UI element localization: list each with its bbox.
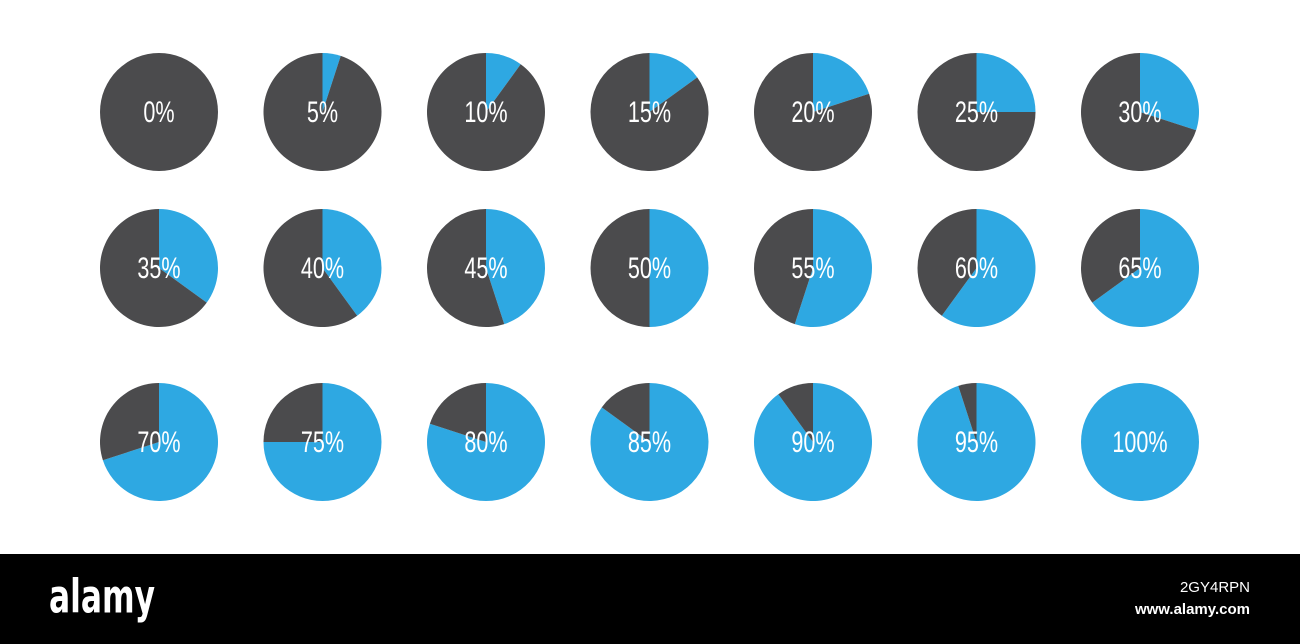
value-label: 40% (301, 250, 344, 284)
pie-slice (590, 52, 709, 171)
pie-slice (263, 52, 382, 171)
footer-bar (0, 554, 1300, 644)
pie-slice (1081, 209, 1140, 303)
pie-slice (958, 383, 977, 442)
pie-slice (159, 209, 218, 303)
pie-slice (1081, 383, 1199, 501)
footer-image-id: 2GY4RPN (1180, 579, 1250, 596)
pie-slice (426, 209, 505, 327)
pie-slice (263, 209, 358, 327)
pie-slice (917, 53, 1036, 171)
pie-slice (917, 209, 977, 316)
value-label: 35% (137, 250, 180, 284)
value-label: 0% (143, 94, 174, 128)
pie-slice (322, 209, 382, 316)
value-label: 30% (1118, 94, 1161, 128)
pie-slice (1140, 53, 1199, 131)
pie-slice (590, 209, 650, 327)
pie-slice (99, 209, 207, 328)
value-label: 50% (628, 250, 671, 284)
value-label: 95% (955, 424, 998, 458)
pie-slice (427, 53, 546, 171)
pie-slice (778, 383, 813, 442)
value-label: 70% (137, 424, 180, 458)
pie-slice (322, 53, 341, 112)
value-label: 90% (791, 424, 834, 458)
pie-slice (753, 53, 872, 171)
pie-slice (976, 53, 1036, 112)
value-label: 20% (791, 94, 834, 128)
pie-slice (100, 53, 218, 171)
value-label: 100% (1112, 424, 1167, 458)
footer-logo: alamy (49, 570, 155, 624)
pie-slice (649, 209, 709, 327)
value-label: 85% (628, 424, 671, 458)
value-label: 45% (464, 250, 507, 284)
pie-slice (426, 383, 545, 501)
pie-slice (1080, 53, 1197, 171)
footer-url: www.alamy.com (1134, 601, 1250, 618)
pie-slice (486, 53, 521, 112)
pie-slice (917, 383, 1036, 502)
pie-slice (754, 209, 813, 325)
pie-slice (941, 209, 1036, 327)
pie-slice (429, 383, 486, 442)
pie-slice (794, 209, 873, 328)
value-label: 15% (628, 94, 671, 128)
pie-slice (813, 53, 870, 112)
pie-slice (102, 383, 218, 501)
pie-slice (649, 53, 698, 112)
value-label: 80% (464, 424, 507, 458)
value-label: 25% (955, 94, 998, 128)
pie-slice (486, 209, 545, 325)
value-label: 60% (955, 250, 998, 284)
value-label: 5% (307, 94, 338, 128)
pie-slice (601, 383, 650, 442)
value-label: 10% (464, 94, 507, 128)
value-label: 55% (791, 250, 834, 284)
value-label: 65% (1118, 250, 1161, 284)
pie-slice (263, 383, 323, 442)
value-label: 75% (301, 424, 344, 458)
pie-slice (1092, 209, 1200, 328)
pie-slice (100, 383, 159, 461)
